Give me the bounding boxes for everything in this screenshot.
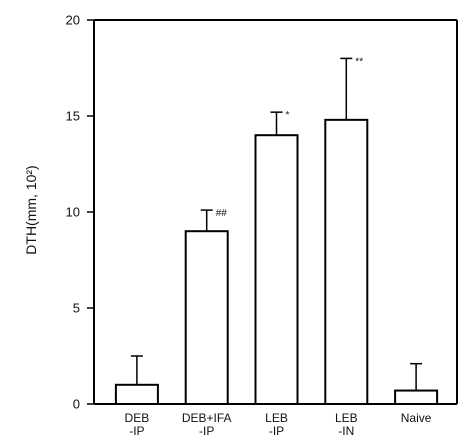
y-tick-label: 0 [73, 397, 80, 412]
bar [254, 134, 299, 405]
x-category-label: LEB [265, 411, 288, 425]
bar [324, 118, 369, 405]
x-category-label: -IP [199, 424, 214, 438]
x-category-label: -IP [269, 424, 284, 438]
y-tick-label: 15 [66, 109, 80, 124]
x-category-label: -IN [338, 424, 354, 438]
y-tick-label: 5 [73, 301, 80, 316]
significance-mark: * [286, 110, 290, 121]
x-category-label: DEB [125, 411, 150, 425]
significance-mark: ** [355, 56, 363, 67]
y-tick-label: 10 [66, 205, 80, 220]
bar [184, 230, 229, 405]
y-axis-title: DTH(mm, 10²) [23, 165, 39, 254]
bar [394, 389, 439, 405]
bar [114, 383, 159, 405]
x-category-label: DEB+IFA [182, 411, 232, 425]
significance-mark: ## [216, 208, 228, 219]
x-category-label: Naive [401, 411, 432, 425]
x-category-label: LEB [335, 411, 358, 425]
x-category-label: -IP [129, 424, 144, 438]
y-tick-label: 20 [66, 13, 80, 28]
